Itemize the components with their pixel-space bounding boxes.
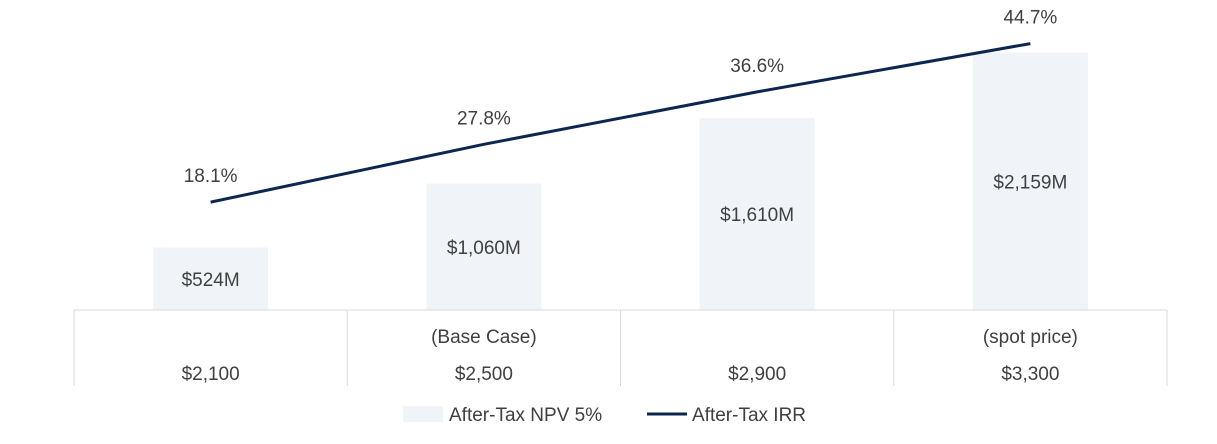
category-label-4: $3,300 [1001, 364, 1059, 385]
category-note-4: (spot price) [983, 327, 1078, 348]
category-note-2: (Base Case) [431, 327, 537, 348]
npv-bar-1 [153, 247, 269, 310]
category-label-3: $2,900 [728, 364, 786, 385]
legend: After-Tax NPV 5% After-Tax IRR [403, 405, 806, 426]
npv-bar-label-4: $2,159M [993, 172, 1067, 193]
irr-line [210, 42, 1031, 204]
legend-npv-swatch [403, 406, 443, 422]
npv-bar-4 [972, 52, 1088, 310]
npv-bar-label-3: $1,610M [720, 205, 794, 226]
legend-irr-label: After-Tax IRR [692, 405, 806, 426]
irr-line-group: 18.1% 27.8% 36.6% 44.7% [184, 8, 1057, 204]
npv-bars: $524M $1,060M $1,610M $2,159M [153, 52, 1088, 310]
irr-label-2: 27.8% [457, 108, 511, 129]
irr-label-4: 44.7% [1003, 8, 1057, 29]
npv-bar-label-2: $1,060M [447, 238, 521, 259]
npv-bar-label-1: $524M [182, 270, 240, 291]
npv-bar-3 [699, 118, 815, 310]
category-label-2: $2,500 [455, 364, 513, 385]
npv-bar-2 [426, 183, 542, 310]
category-table: $2,100 $2,500 (Base Case) $2,900 $3,300 (spot… [73, 309, 1168, 386]
irr-label-1: 18.1% [184, 166, 238, 187]
legend-npv-label: After-Tax NPV 5% [449, 405, 602, 426]
category-label-1: $2,100 [182, 364, 240, 385]
irr-label-3: 36.6% [730, 56, 784, 77]
